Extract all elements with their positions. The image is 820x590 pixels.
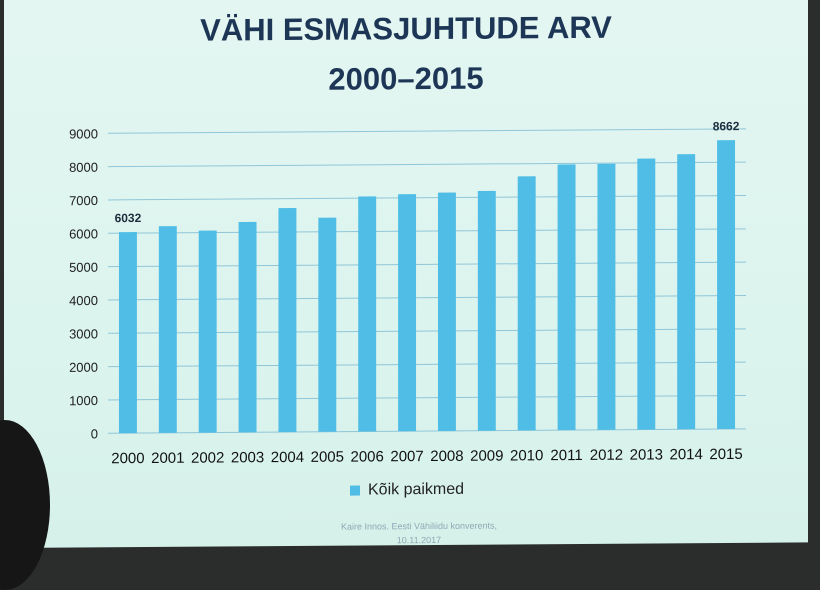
gridline: [108, 128, 746, 134]
x-tick-label: 2005: [311, 449, 344, 466]
y-tick-label: 7000: [69, 193, 98, 208]
bar-2006: [358, 196, 377, 432]
y-tick-label: 0: [91, 426, 98, 441]
x-tick-label: 2002: [191, 449, 224, 466]
bar-2007: [398, 194, 417, 432]
y-tick-label: 6000: [69, 226, 98, 241]
bar-2013: [637, 158, 656, 430]
x-tick-label: 2003: [231, 449, 264, 466]
x-tick-label: 2010: [510, 447, 543, 464]
x-tick-label: 2000: [111, 450, 144, 467]
x-tick-label: 2004: [271, 449, 304, 466]
bar-2002: [198, 230, 217, 433]
x-tick-label: 2001: [151, 450, 184, 467]
y-tick-label: 3000: [69, 326, 98, 341]
y-tick-label: 9000: [69, 126, 98, 141]
bar-2000: [118, 232, 137, 434]
footer-date: 10.11.2017: [396, 534, 442, 546]
bar-2012: [597, 163, 616, 430]
x-tick-label: 2007: [390, 448, 423, 465]
x-tick-label: 2006: [351, 448, 384, 465]
bar-2010: [517, 176, 536, 431]
y-tick-label: 8000: [69, 160, 98, 175]
legend-swatch: [350, 485, 360, 496]
bar-2004: [278, 207, 297, 433]
data-label-2015: 8662: [713, 119, 740, 133]
y-tick-label: 1000: [69, 393, 98, 408]
slide-footer: Kaire Innos. Eesti Vähiliidu konverents,…: [314, 518, 524, 547]
bar-2011: [557, 164, 576, 431]
bar-2005: [318, 217, 337, 432]
legend-label: Kõik paikmed: [368, 480, 465, 499]
bar-chart: 0 1000 2000 3000 4000 5000 6000 7000 8000 9000 200…: [69, 119, 746, 467]
bar-2014: [677, 154, 696, 430]
x-tick-label: 2013: [630, 446, 663, 463]
footer-author: Kaire Innos. Eesti Vähiliidu konverents,: [340, 520, 498, 532]
x-tick-label: 2014: [670, 446, 703, 463]
bar-2008: [437, 192, 456, 431]
slide: VÄHI ESMASJUHTUDE ARV 2000–2015 0 1000 200…: [4, 0, 808, 549]
bar-2001: [158, 226, 177, 433]
x-tick-label: 2015: [709, 446, 742, 463]
x-tick-label: 2008: [430, 448, 463, 465]
bar-2009: [477, 190, 496, 431]
x-tick-label: 2012: [590, 447, 623, 464]
bar-2015: [717, 140, 736, 430]
y-tick-label: 2000: [69, 360, 98, 375]
chart-legend: Kõik paikmed: [350, 481, 464, 500]
bar-2003: [238, 221, 257, 433]
y-tick-label: 4000: [69, 293, 98, 308]
y-tick-label: 5000: [69, 260, 98, 275]
x-tick-label: 2011: [550, 447, 582, 464]
x-tick-label: 2009: [470, 448, 503, 465]
data-label-2000: 6032: [115, 211, 142, 225]
